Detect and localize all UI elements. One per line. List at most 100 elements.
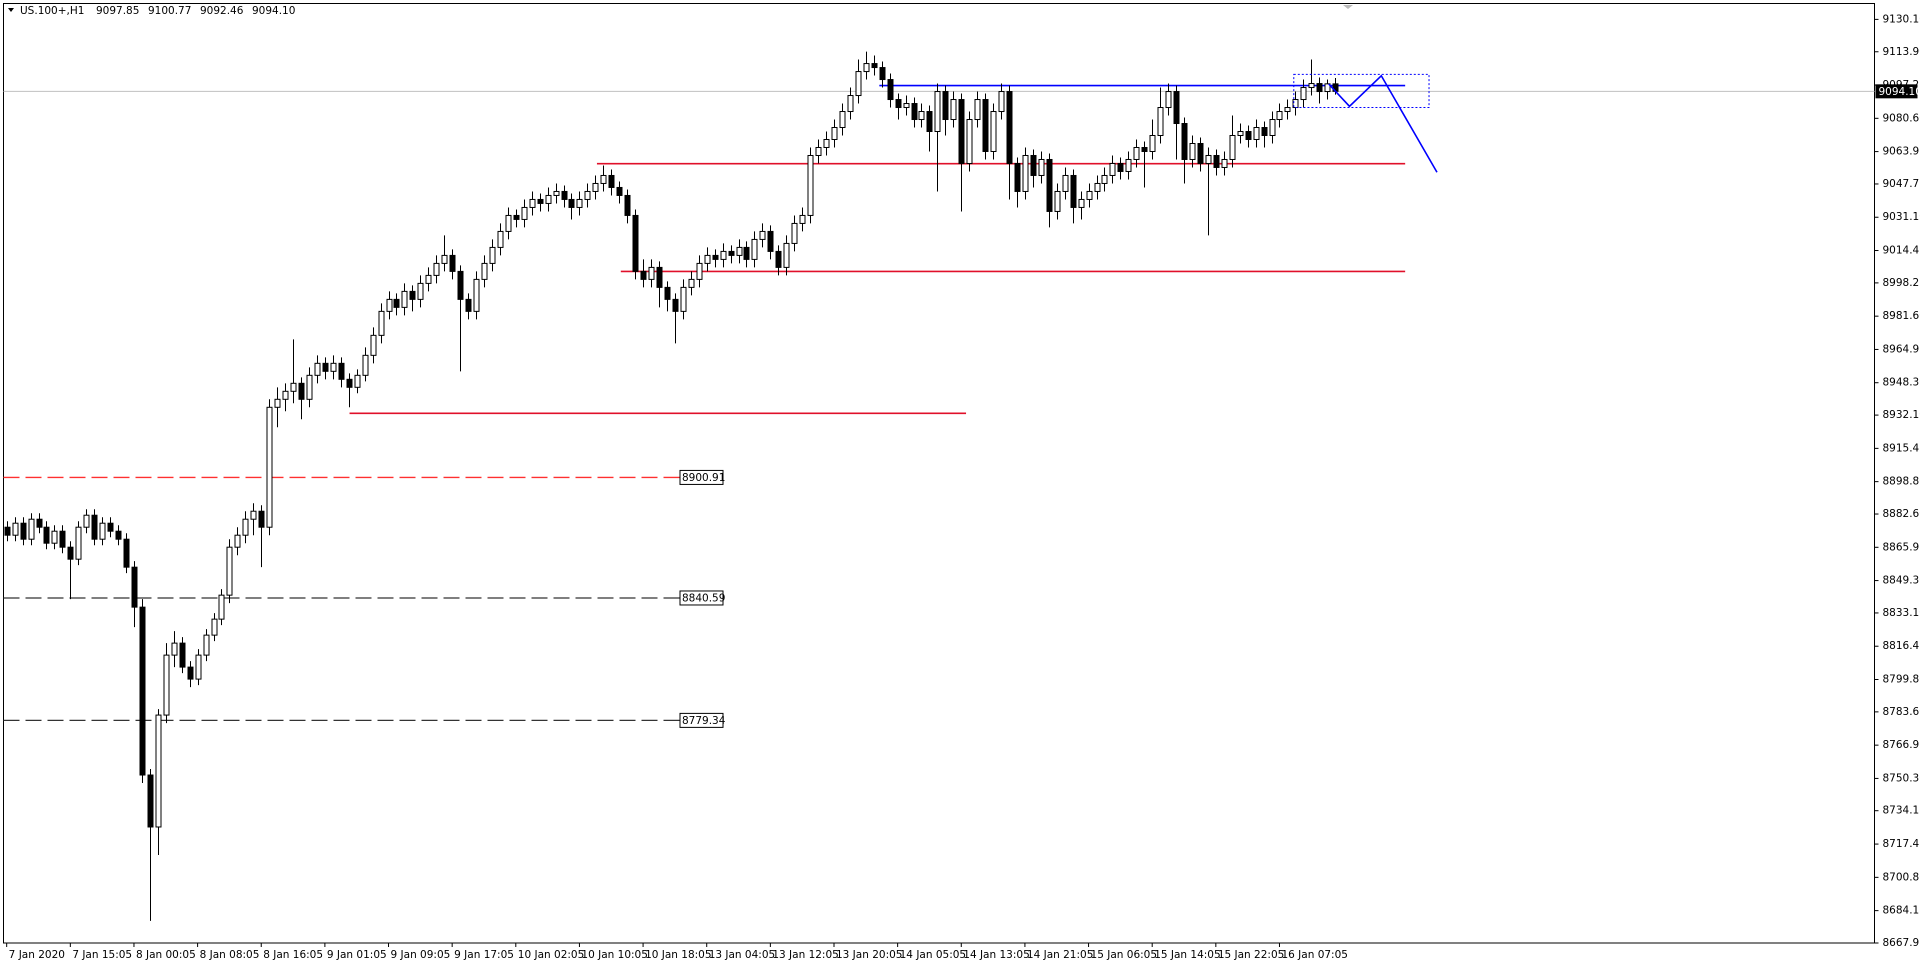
- x-tick-label: 10 Jan 02:05: [518, 949, 584, 961]
- close-label: 9094.10: [252, 5, 295, 17]
- candle-body: [1221, 158, 1228, 168]
- candle-body: [1070, 174, 1077, 208]
- low-label: 9092.46: [200, 5, 244, 17]
- candle-body: [465, 298, 472, 312]
- candle-body: [386, 298, 393, 312]
- x-tick-label: 14 Jan 05:05: [900, 949, 966, 961]
- candle-body: [815, 146, 822, 156]
- x-tick-label: 8 Jan 00:05: [136, 949, 196, 961]
- y-tick-label: 8898.80: [1883, 476, 1920, 488]
- y-tick-label: 8915.45: [1883, 442, 1920, 454]
- candle-body: [12, 522, 19, 536]
- candle-body: [1324, 83, 1331, 93]
- y-tick-label: 8766.95: [1883, 739, 1920, 751]
- y-tick-label: 8882.60: [1883, 508, 1920, 520]
- candle-body: [338, 362, 345, 380]
- candle-body: [1038, 158, 1045, 176]
- candle-body: [1022, 154, 1029, 192]
- candle-body: [990, 111, 997, 152]
- y-tick-label: 8799.80: [1883, 673, 1920, 685]
- candle-body: [855, 71, 862, 97]
- candle-body: [903, 103, 910, 109]
- candle-body: [871, 63, 878, 69]
- candle-body: [211, 618, 218, 636]
- candle-body: [1245, 131, 1252, 140]
- candle-body: [887, 79, 894, 101]
- candle-body: [553, 190, 560, 196]
- y-tick-label: 9063.95: [1883, 146, 1920, 158]
- candle-body: [449, 254, 456, 272]
- y-tick-label: 8750.30: [1883, 772, 1920, 784]
- candle-body: [226, 546, 233, 596]
- y-tick-label: 8865.95: [1883, 541, 1920, 553]
- current-price-label: 9094.10: [1879, 86, 1920, 98]
- candle-body: [43, 526, 50, 544]
- x-tick-label: 7 Jan 15:05: [72, 949, 132, 961]
- candle-body: [847, 95, 854, 113]
- candle-body: [51, 530, 58, 544]
- candle-body: [1030, 154, 1037, 176]
- candle-body: [1165, 91, 1172, 109]
- candle-body: [83, 514, 90, 528]
- y-tick-label: 8964.95: [1883, 343, 1920, 355]
- candle-body: [505, 214, 512, 232]
- candle-body: [314, 362, 321, 376]
- candle-body: [696, 262, 703, 280]
- candle-body: [720, 250, 727, 260]
- candle-body: [346, 378, 353, 388]
- y-tick-label: 8783.60: [1883, 706, 1920, 718]
- candle-body: [664, 286, 671, 300]
- candle-body: [123, 538, 130, 568]
- level-label-box: [679, 590, 724, 606]
- candle-body: [1300, 87, 1307, 101]
- candle-body: [195, 654, 202, 680]
- candle-body: [934, 91, 941, 133]
- x-tick-label: 8 Jan 08:05: [200, 949, 260, 961]
- candle-body: [974, 99, 981, 121]
- candle-body: [823, 138, 830, 148]
- candle-body: [799, 214, 806, 224]
- candle-body: [290, 382, 297, 392]
- candle-body: [1189, 142, 1196, 160]
- candle-body: [791, 222, 798, 244]
- candle-body: [1237, 131, 1244, 137]
- candle-body: [624, 194, 631, 216]
- candle-body: [91, 514, 98, 540]
- candle-body: [767, 230, 774, 252]
- candle-body: [179, 642, 186, 668]
- candle-body: [139, 606, 146, 776]
- candle-body: [998, 91, 1005, 113]
- candle-body: [1125, 158, 1132, 172]
- x-tick-label: 14 Jan 21:05: [1027, 949, 1093, 961]
- candle-body: [1205, 154, 1212, 164]
- candle-body: [1181, 123, 1188, 160]
- candle-body: [59, 530, 66, 548]
- candle-body: [1086, 190, 1093, 200]
- candle-body: [1101, 174, 1108, 184]
- candle-body: [728, 250, 735, 256]
- y-tick-label: 9047.75: [1883, 178, 1920, 190]
- y-tick-label: 8667.95: [1883, 937, 1920, 949]
- y-tick-label: 8684.15: [1883, 905, 1920, 917]
- candle-body: [497, 230, 504, 248]
- candle-body: [425, 274, 432, 284]
- candle-body: [441, 254, 448, 264]
- candle-body: [537, 198, 544, 204]
- candle-body: [67, 546, 74, 560]
- candle-body: [370, 334, 377, 356]
- candle-body: [1062, 174, 1069, 192]
- level-label-box: [679, 712, 724, 728]
- candle-body: [330, 362, 337, 372]
- menu-arrow[interactable]: [8, 8, 14, 12]
- x-tick-label: 15 Jan 06:05: [1091, 949, 1157, 961]
- candle-body: [918, 111, 925, 121]
- candle-body: [163, 654, 170, 716]
- candle-body: [895, 99, 902, 109]
- candle-body: [656, 266, 663, 288]
- candle-body: [1094, 182, 1101, 192]
- candle-body: [481, 262, 488, 280]
- candle-body: [1253, 127, 1260, 140]
